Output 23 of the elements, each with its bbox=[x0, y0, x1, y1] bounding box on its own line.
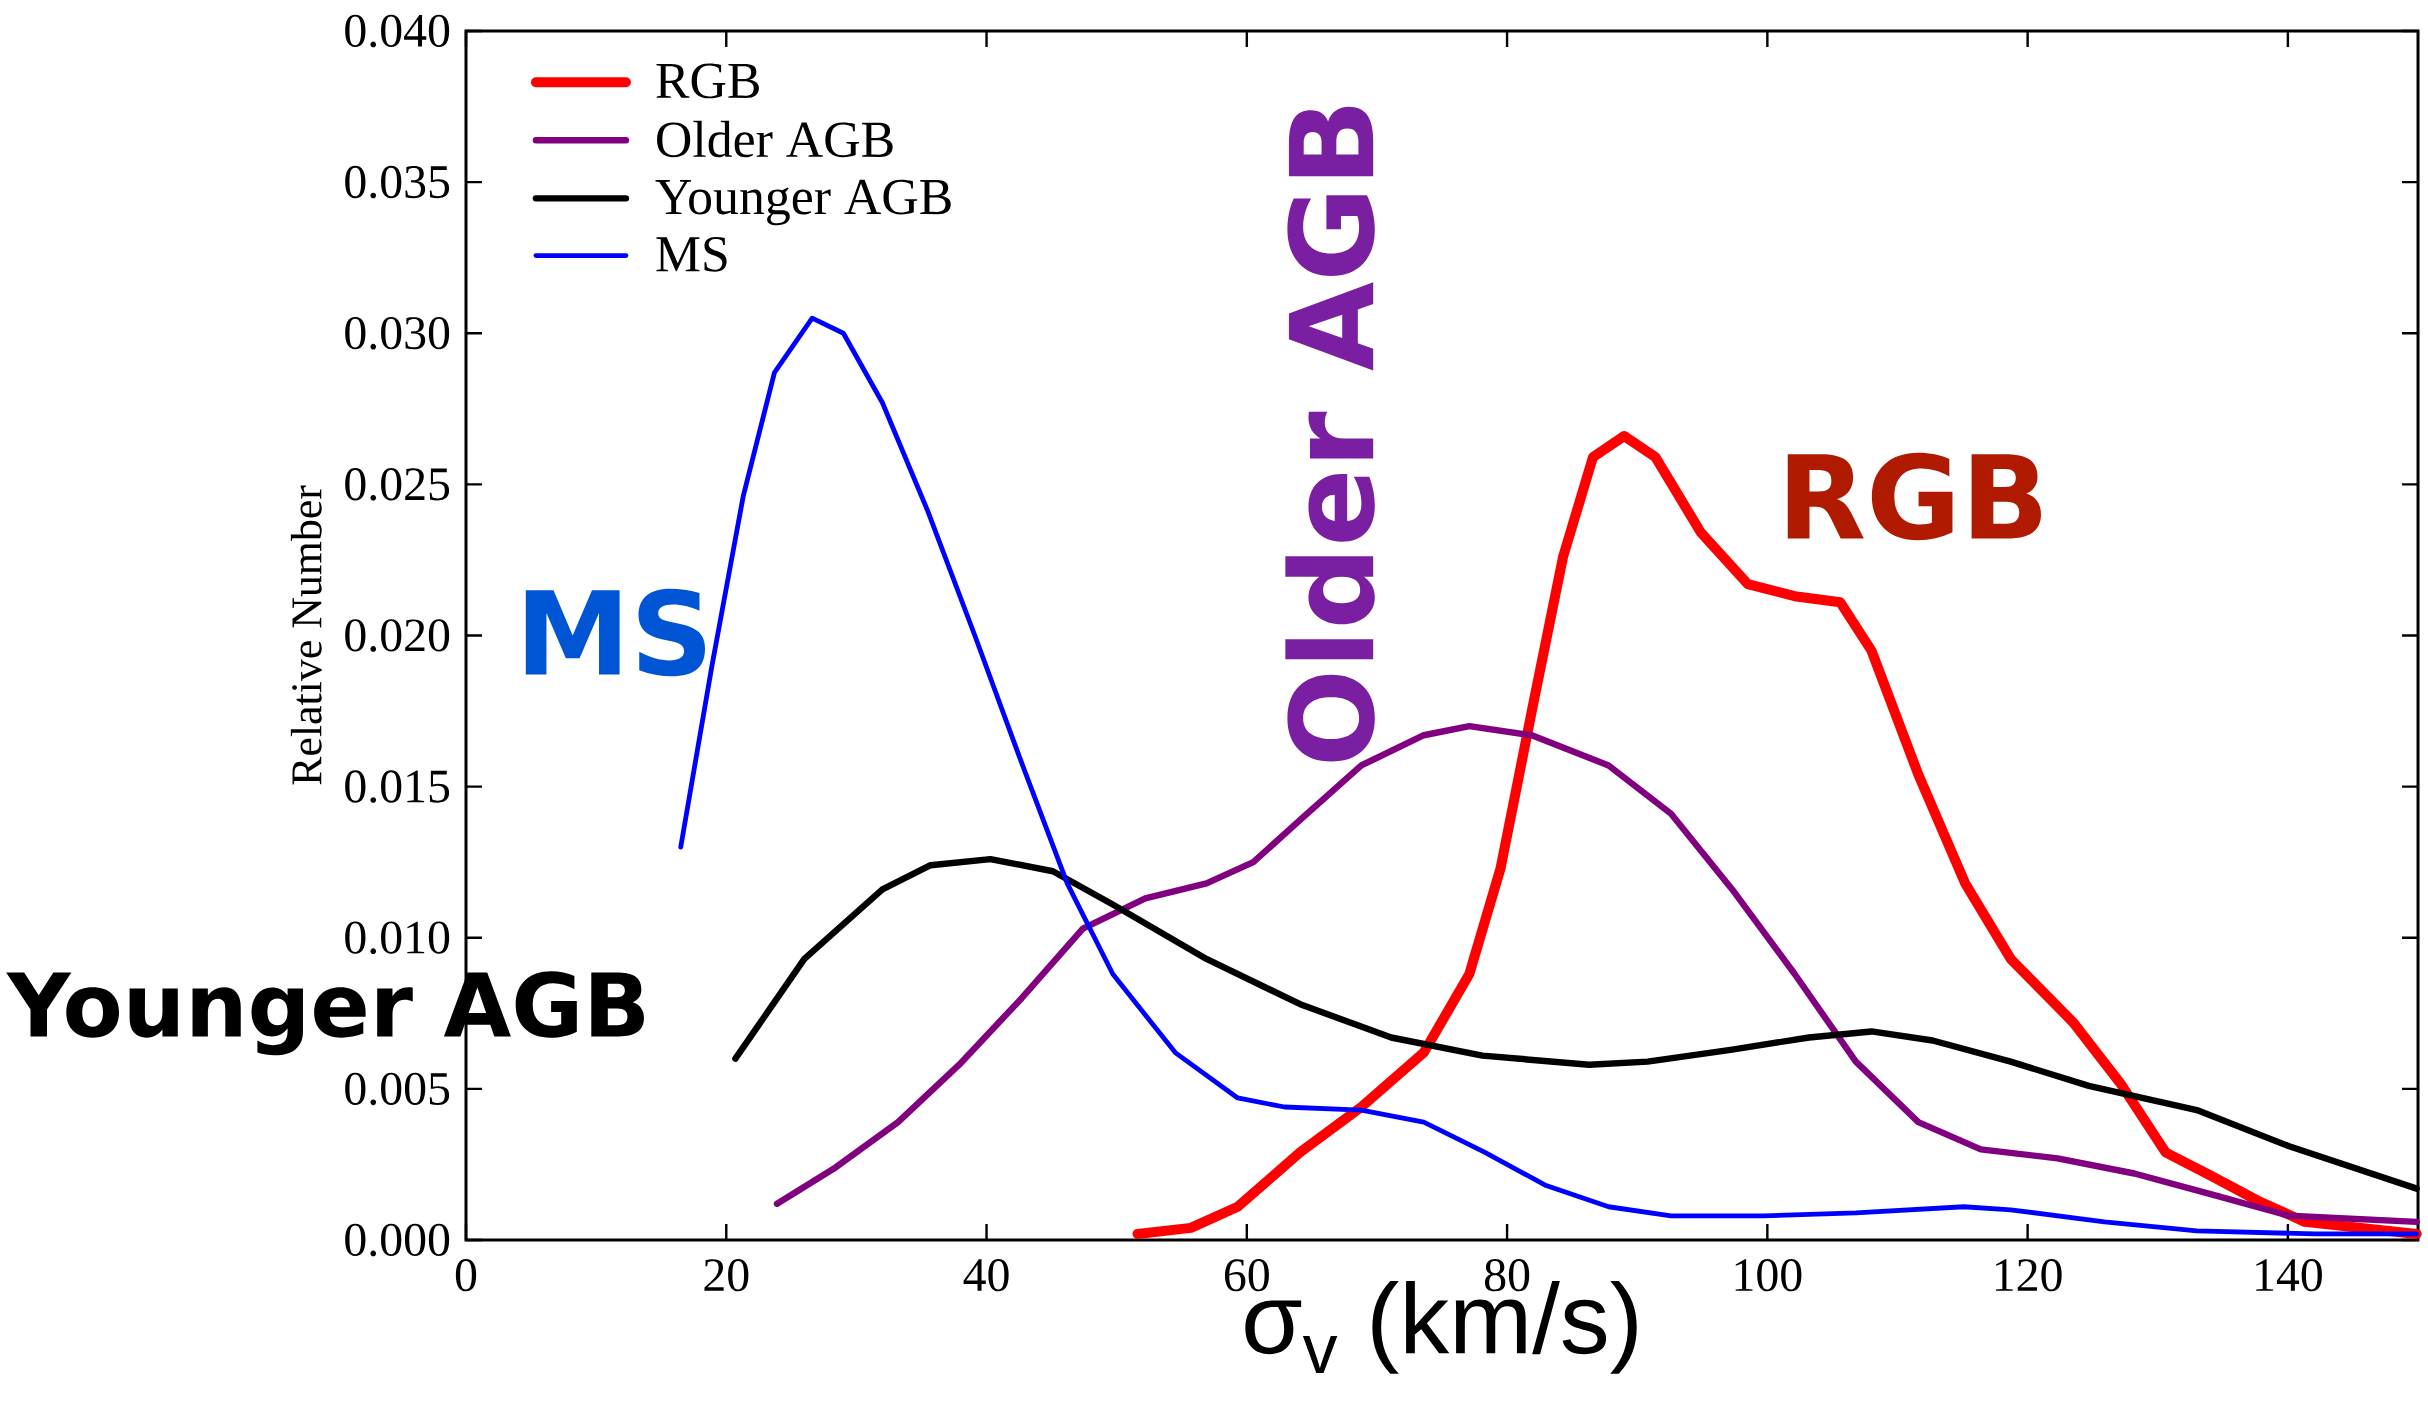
x-tick-label: 120 bbox=[1995, 1259, 2062, 1292]
y-tick-label: 0.040 bbox=[345, 14, 450, 48]
x-tick-label: 40 bbox=[963, 1259, 1009, 1292]
annotation: MS bbox=[525, 588, 705, 677]
y-tick-label: 0.000 bbox=[345, 1223, 450, 1257]
legend-label: MS bbox=[656, 236, 727, 272]
legend-label: Younger AGB bbox=[655, 179, 951, 226]
annotation: RGB bbox=[1787, 452, 2041, 541]
y-tick-label: 0.030 bbox=[345, 317, 450, 350]
annotation: Older AGB bbox=[1285, 106, 1375, 762]
y-tick-label: 0.005 bbox=[345, 1072, 450, 1106]
y-tick-label: 0.015 bbox=[345, 770, 450, 803]
y-axis-title: Relative Number bbox=[290, 485, 322, 785]
y-tick-label: 0.035 bbox=[345, 165, 450, 199]
y-tick-label: 0.010 bbox=[345, 921, 450, 954]
legend-label: Older AGB bbox=[657, 120, 893, 158]
x-tick-label: 140 bbox=[2256, 1259, 2322, 1292]
x-tick-label: 100 bbox=[1735, 1259, 1802, 1292]
legend-label: RGB bbox=[656, 63, 759, 99]
x-tick-label: 20 bbox=[704, 1259, 749, 1292]
x-tick-label: 0 bbox=[455, 1259, 477, 1292]
y-tick-label: 0.020 bbox=[345, 619, 450, 652]
y-tick-label: 0.025 bbox=[345, 468, 450, 501]
